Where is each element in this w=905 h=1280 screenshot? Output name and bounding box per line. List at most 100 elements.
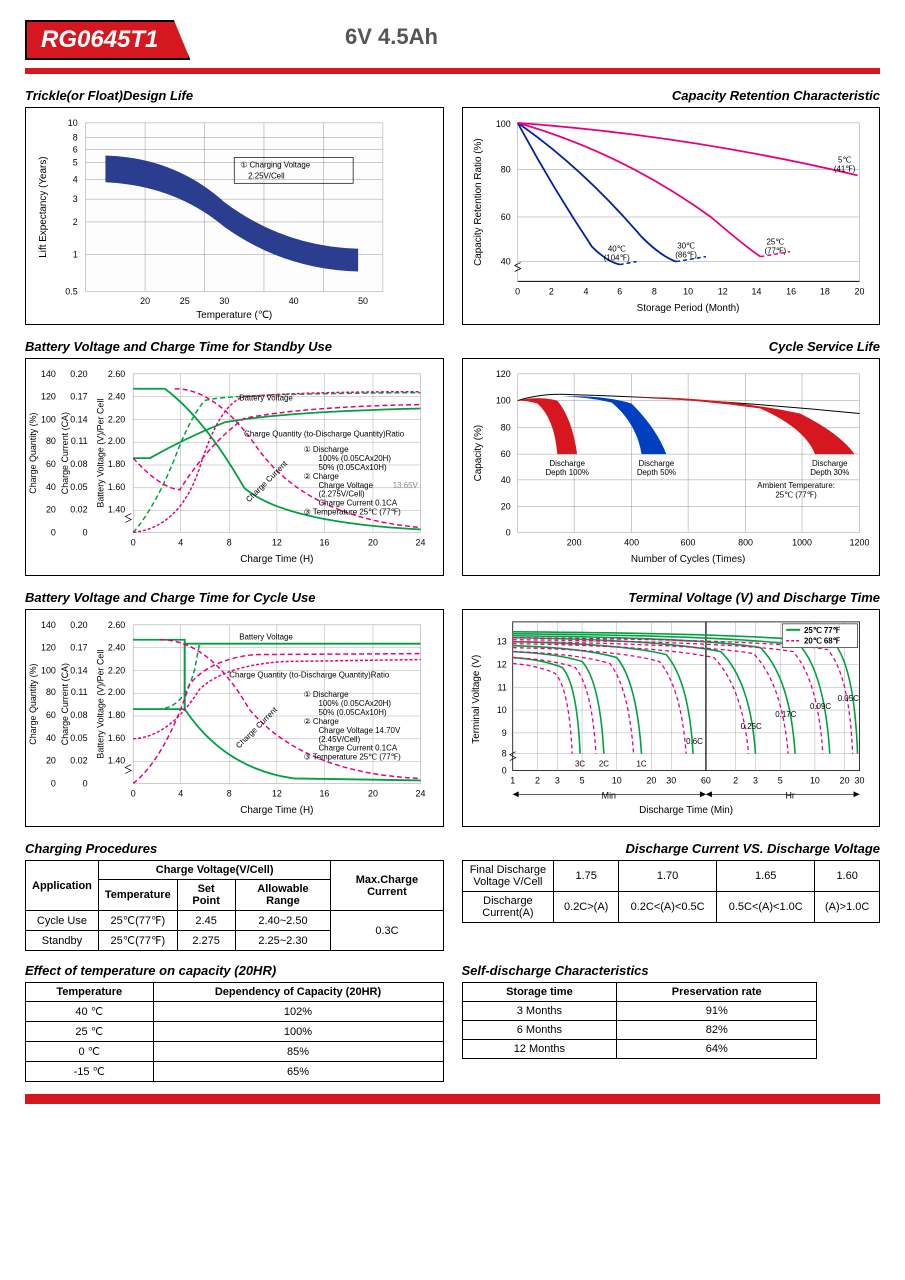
svg-text:140: 140: [41, 620, 56, 630]
svg-text:40: 40: [500, 257, 510, 267]
svg-text:8: 8: [73, 133, 78, 143]
chart4-title: Cycle Service Life: [462, 339, 881, 354]
svg-text:120: 120: [41, 643, 56, 653]
svg-text:0: 0: [83, 527, 88, 537]
svg-text:0.05C: 0.05C: [837, 694, 858, 703]
svg-text:(2.45V/Cell): (2.45V/Cell): [318, 735, 360, 744]
svg-text:10: 10: [496, 705, 506, 715]
svg-text:60: 60: [46, 459, 56, 469]
svg-text:10: 10: [611, 775, 621, 785]
svg-text:0: 0: [501, 765, 506, 775]
svg-text:20: 20: [368, 788, 378, 798]
chart6-title: Terminal Voltage (V) and Discharge Time: [462, 590, 881, 605]
svg-text:Capacity Retention Ratio (%): Capacity Retention Ratio (%): [473, 138, 484, 266]
chart-discharge-curves: Terminal Voltage (V) and Discharge Time: [462, 590, 881, 827]
svg-text:100: 100: [41, 414, 56, 424]
svg-text:Charge Time (H): Charge Time (H): [240, 805, 313, 816]
svg-text:① Discharge: ① Discharge: [304, 445, 349, 454]
svg-text:1.80: 1.80: [108, 710, 125, 720]
svg-text:2.40: 2.40: [108, 392, 125, 402]
svg-text:40: 40: [500, 475, 510, 485]
svg-text:(77℉): (77℉): [764, 247, 786, 256]
svg-text:Charge Quantity (to-Discharge: Charge Quantity (to-Discharge Quantity)R…: [229, 670, 390, 679]
svg-text:50% (0.05CAx10H): 50% (0.05CAx10H): [318, 708, 386, 717]
svg-text:10: 10: [68, 118, 78, 128]
svg-text:1C: 1C: [636, 760, 646, 769]
svg-text:200: 200: [566, 537, 581, 547]
svg-text:Charge Current: Charge Current: [244, 459, 289, 504]
chart-standby-charge: Battery Voltage and Charge Time for Stan…: [25, 339, 444, 576]
svg-text:10: 10: [683, 286, 693, 296]
svg-text:25℃: 25℃: [766, 238, 784, 247]
svg-text:Charge Quantity (to-Discharge: Charge Quantity (to-Discharge Quantity)R…: [244, 429, 405, 438]
th-max-current: Max.Charge Current: [331, 861, 443, 911]
svg-text:140: 140: [41, 369, 56, 379]
svg-text:4: 4: [583, 286, 588, 296]
svg-text:2: 2: [548, 286, 553, 296]
svg-text:20: 20: [500, 502, 510, 512]
svg-text:Charge Current: Charge Current: [234, 705, 279, 750]
svg-text:Depth 50%: Depth 50%: [636, 468, 675, 477]
spec-text: 6V 4.5Ah: [345, 24, 438, 50]
table-row: Discharge Current(A) 0.2C>(A)0.2C<(A)<0.…: [462, 892, 880, 923]
svg-text:2: 2: [733, 775, 738, 785]
svg-text:1.60: 1.60: [108, 482, 125, 492]
svg-text:100: 100: [495, 119, 510, 129]
svg-text:Battery Voltage (V)/Per Cell: Battery Voltage (V)/Per Cell: [95, 399, 105, 508]
svg-text:1.80: 1.80: [108, 459, 125, 469]
chart3-title: Battery Voltage and Charge Time for Stan…: [25, 339, 444, 354]
svg-text:13.65V: 13.65V: [393, 481, 419, 490]
svg-text:6: 6: [73, 145, 78, 155]
svg-text:40: 40: [46, 482, 56, 492]
svg-text:40: 40: [46, 733, 56, 743]
svg-text:20: 20: [140, 296, 150, 306]
svg-text:16: 16: [319, 537, 329, 547]
svg-text:13: 13: [496, 637, 506, 647]
svg-text:0: 0: [131, 788, 136, 798]
svg-text:80: 80: [500, 422, 510, 432]
svg-text:100: 100: [495, 396, 510, 406]
svg-text:Battery Voltage (V)/Per Cell: Battery Voltage (V)/Per Cell: [95, 650, 105, 759]
svg-text:0.05: 0.05: [70, 482, 87, 492]
svg-text:12: 12: [272, 537, 282, 547]
svg-text:30: 30: [854, 775, 864, 785]
svg-text:0: 0: [51, 527, 56, 537]
svg-text:2.40: 2.40: [108, 643, 125, 653]
svg-text:50% (0.05CAx10H): 50% (0.05CAx10H): [318, 463, 386, 472]
svg-text:1: 1: [510, 775, 515, 785]
svg-text:600: 600: [680, 537, 695, 547]
svg-text:100% (0.05CAx20H): 100% (0.05CAx20H): [318, 699, 391, 708]
svg-text:(86℉): (86℉): [675, 251, 697, 260]
svg-text:Min: Min: [601, 790, 615, 800]
chart1-title: Trickle(or Float)Design Life: [25, 88, 444, 103]
table-self-discharge: Self-discharge Characteristics Storage t…: [462, 963, 881, 1082]
svg-text:2.00: 2.00: [108, 436, 125, 446]
svg-text:60: 60: [46, 710, 56, 720]
svg-text:1.60: 1.60: [108, 733, 125, 743]
chart2-title: Capacity Retention Characteristic: [462, 88, 881, 103]
svg-text:80: 80: [500, 164, 510, 174]
svg-text:8: 8: [501, 749, 506, 759]
svg-text:120: 120: [41, 392, 56, 402]
svg-text:2.60: 2.60: [108, 369, 125, 379]
svg-text:5: 5: [579, 775, 584, 785]
svg-text:4: 4: [73, 174, 78, 184]
svg-text:Charge Current 0.1CA: Charge Current 0.1CA: [318, 744, 397, 753]
svg-text:2: 2: [73, 217, 78, 227]
chart-trickle-life: Trickle(or Float)Design Life: [25, 88, 444, 325]
svg-text:8: 8: [227, 788, 232, 798]
svg-text:25℃ 77℉: 25℃ 77℉: [804, 626, 841, 635]
svg-text:8: 8: [651, 286, 656, 296]
svg-text:(2.275V/Cell): (2.275V/Cell): [318, 490, 365, 499]
svg-text:Hr: Hr: [785, 790, 794, 800]
svg-text:25: 25: [180, 296, 190, 306]
svg-text:Charge Current (CA): Charge Current (CA): [60, 663, 70, 745]
svg-text:5: 5: [777, 775, 782, 785]
svg-text:40℃: 40℃: [607, 245, 625, 254]
svg-text:① Charging Voltage: ① Charging Voltage: [240, 160, 311, 169]
svg-text:3: 3: [554, 775, 559, 785]
svg-text:80: 80: [46, 687, 56, 697]
svg-text:6: 6: [617, 286, 622, 296]
table-row: 12 Months64%: [462, 1040, 817, 1059]
svg-text:(104℉): (104℉): [603, 254, 629, 263]
